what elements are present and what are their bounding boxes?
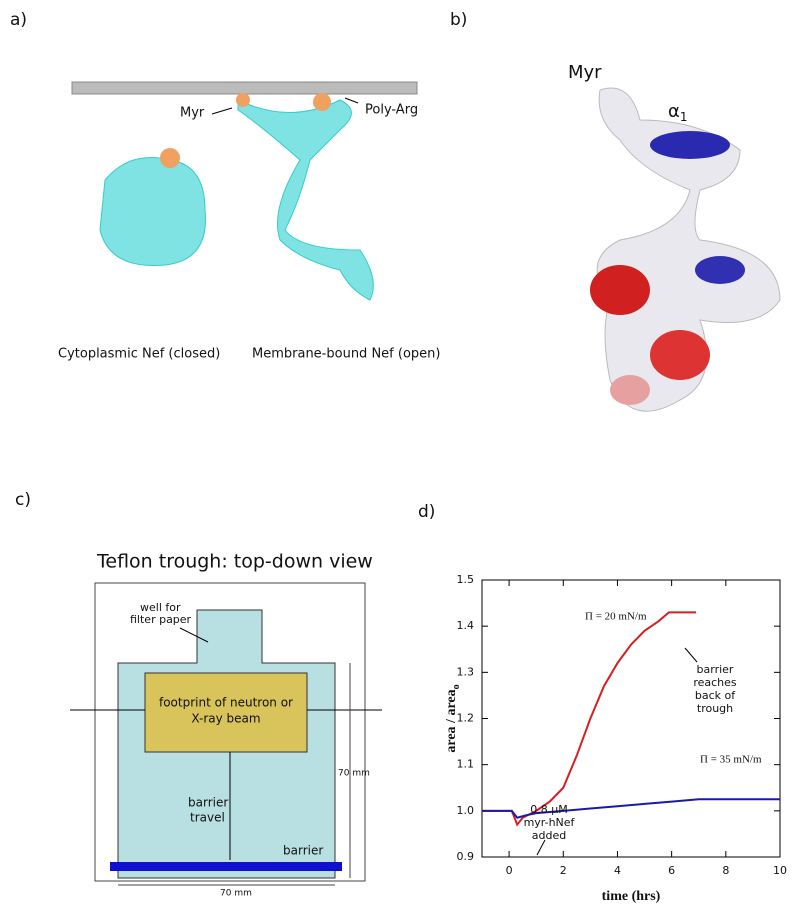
label: well for [140, 601, 181, 614]
label: Myr [568, 62, 602, 83]
annotation: added [532, 829, 566, 842]
x-axis-label: time (hrs) [602, 889, 661, 904]
x-tick-label: 2 [560, 864, 567, 877]
surface-patch [650, 330, 710, 380]
x-tick-label: 4 [614, 864, 621, 877]
annotation-arrow [536, 839, 546, 856]
label: X-ray beam [191, 712, 260, 726]
annotation: 0.8 μM [530, 803, 567, 816]
label: travel [190, 811, 225, 825]
myr-group [160, 148, 180, 168]
label: α [668, 101, 680, 122]
legend-label: Π = 20 mN/m [585, 611, 647, 623]
arrow [179, 627, 209, 643]
series-line [482, 611, 697, 827]
label: footprint of neutron or [159, 696, 293, 710]
y-tick-label: 1.3 [457, 665, 475, 678]
series-line [482, 798, 780, 819]
panel-label: a) [10, 10, 27, 30]
label: Myr [180, 106, 205, 121]
y-axis-label: area / area [444, 689, 459, 752]
barrier-bar [110, 862, 342, 871]
panel-label: d) [418, 502, 435, 522]
annotation: reaches [693, 676, 737, 689]
diagram-title: Teflon trough: top-down view [96, 551, 373, 573]
surface-patch [695, 256, 745, 284]
label: barrier [283, 844, 323, 858]
y-tick-label: 1.5 [457, 573, 475, 586]
label: 70 mm [338, 769, 370, 779]
y-axis-label: area / areao [444, 684, 462, 752]
x-tick-label: 10 [773, 864, 787, 877]
membrane [71, 81, 418, 95]
chart: 0 2 4 6 8 10 0.9 1.0 1.1 1.2 1.3 1.4 1.5 time (hrs) ar… [444, 573, 787, 904]
panel-label: c) [15, 490, 31, 510]
label: α1 [668, 101, 688, 124]
surface-patch [590, 265, 650, 315]
label: barrier [188, 796, 228, 810]
y-tick-label: 1.4 [457, 619, 475, 632]
protein-open [237, 99, 374, 301]
caption: Cytoplasmic Nef (closed) [58, 347, 220, 362]
y-tick-label: 0.9 [457, 850, 475, 863]
annotation: back of [695, 689, 736, 702]
y-axis-label: o [451, 684, 462, 689]
legend-label: Π = 35 mN/m [700, 754, 762, 766]
x-tick-label: 8 [722, 864, 729, 877]
myr-group [236, 93, 250, 107]
panel-label: b) [450, 10, 467, 30]
annotation: myr-hNef [524, 816, 576, 829]
beam-footprint [144, 672, 308, 753]
label: 70 mm [220, 889, 252, 899]
annotation-arrow [684, 647, 698, 663]
surface [596, 87, 781, 412]
y-tick-label: 1.0 [457, 804, 475, 817]
caption: Membrane-bound Nef (open) [252, 347, 440, 362]
label: 1 [680, 110, 688, 124]
x-tick-label: 0 [506, 864, 513, 877]
arrow [344, 97, 359, 104]
y-tick-label: 1.2 [457, 712, 475, 725]
y-tick-label: 1.1 [457, 758, 475, 771]
x-tick-label: 6 [668, 864, 675, 877]
annotation: trough [697, 702, 733, 715]
polyarg-group [313, 93, 331, 111]
annotation: barrier [697, 663, 734, 676]
surface-patch [650, 131, 730, 159]
label: filter paper [130, 613, 192, 626]
trough [94, 582, 366, 882]
label: Poly-Arg [365, 103, 418, 118]
surface-patch [610, 375, 650, 405]
protein-closed [99, 157, 206, 267]
arrow [211, 107, 233, 115]
